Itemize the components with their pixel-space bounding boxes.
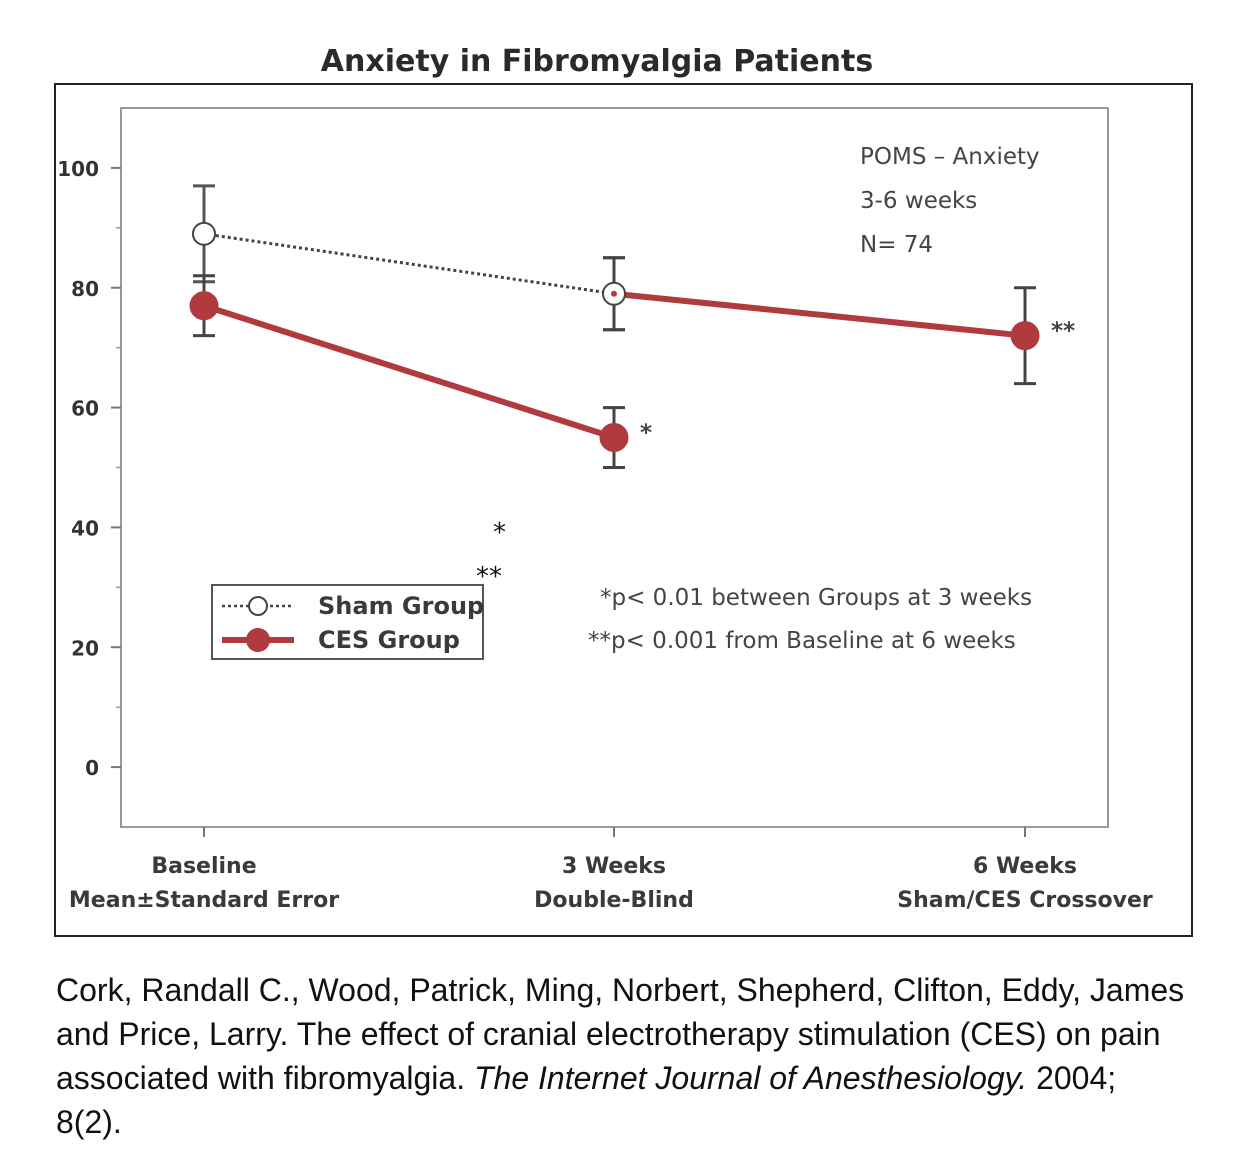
- y-tick-label: 80: [71, 277, 99, 301]
- chart: Anxiety in Fibromyalgia Patients 0 20 40 60…: [54, 44, 1193, 937]
- series-line: [613, 290, 1026, 339]
- footnote: **p< 0.001 from Baseline at 6 weeks: [588, 628, 1016, 654]
- data-point: [599, 423, 629, 453]
- data-point: [189, 291, 219, 321]
- x-category-sublabel: Sham/CES Crossover: [897, 888, 1153, 913]
- data-point: [192, 221, 216, 246]
- x-category-sublabel: Mean±Standard Error: [69, 888, 339, 913]
- footnote: *p< 0.01 between Groups at 3 weeks: [600, 585, 1032, 611]
- y-tick-label: 60: [71, 397, 99, 421]
- info-line: 3-6 weeks: [860, 188, 977, 214]
- citation-journal: The Internet Journal of Anesthesiology.: [473, 1060, 1028, 1096]
- significance-marker: *: [640, 421, 652, 447]
- legend-label: Sham Group: [318, 592, 484, 620]
- legend-marker: [248, 596, 268, 616]
- y-tick-label: 20: [71, 636, 99, 660]
- legend-label: CES Group: [318, 626, 460, 654]
- citation: Cork, Randall C., Wood, Patrick, Ming, N…: [56, 968, 1186, 1144]
- info-line: N= 74: [860, 232, 933, 258]
- series-line: [203, 302, 615, 441]
- x-category-sublabel: Double-Blind: [534, 888, 694, 913]
- y-tick-label: 40: [71, 516, 99, 540]
- citation-article: The effect of cranial electrotherapy sti…: [56, 1016, 1161, 1096]
- chart-title: Anxiety in Fibromyalgia Patients: [321, 44, 873, 79]
- y-tick-label: 100: [57, 157, 99, 181]
- info-box: POMS – Anxiety 3-6 weeks N= 74: [860, 144, 1040, 258]
- data-point: [1010, 321, 1040, 351]
- star-mark: *: [493, 518, 506, 548]
- figure-frame: [54, 83, 1193, 937]
- info-line: POMS – Anxiety: [860, 144, 1040, 170]
- x-category-label: 3 Weeks: [562, 854, 666, 879]
- footnotes: ****p< 0.01 between Groups at 3 weeks**p…: [476, 518, 1032, 654]
- series-line: [203, 232, 615, 296]
- legend: Sham Group CES Group: [211, 584, 484, 660]
- series-layer: ***: [189, 184, 1075, 469]
- y-tick-label: 0: [85, 756, 99, 780]
- data-point: [611, 290, 617, 297]
- citation-authors: Cork, Randall C., Wood, Patrick, Ming, N…: [56, 972, 1185, 1052]
- x-category-label: 6 Weeks: [973, 854, 1077, 879]
- axes: 0 20 40 60 80 100 Baseline Mean±Standard Error 3…: [57, 157, 1153, 913]
- legend-marker: [246, 628, 270, 652]
- citation-details: 2004; 8(2).: [56, 1060, 1117, 1140]
- significance-marker: **: [1051, 319, 1075, 345]
- x-category-label: Baseline: [151, 854, 256, 879]
